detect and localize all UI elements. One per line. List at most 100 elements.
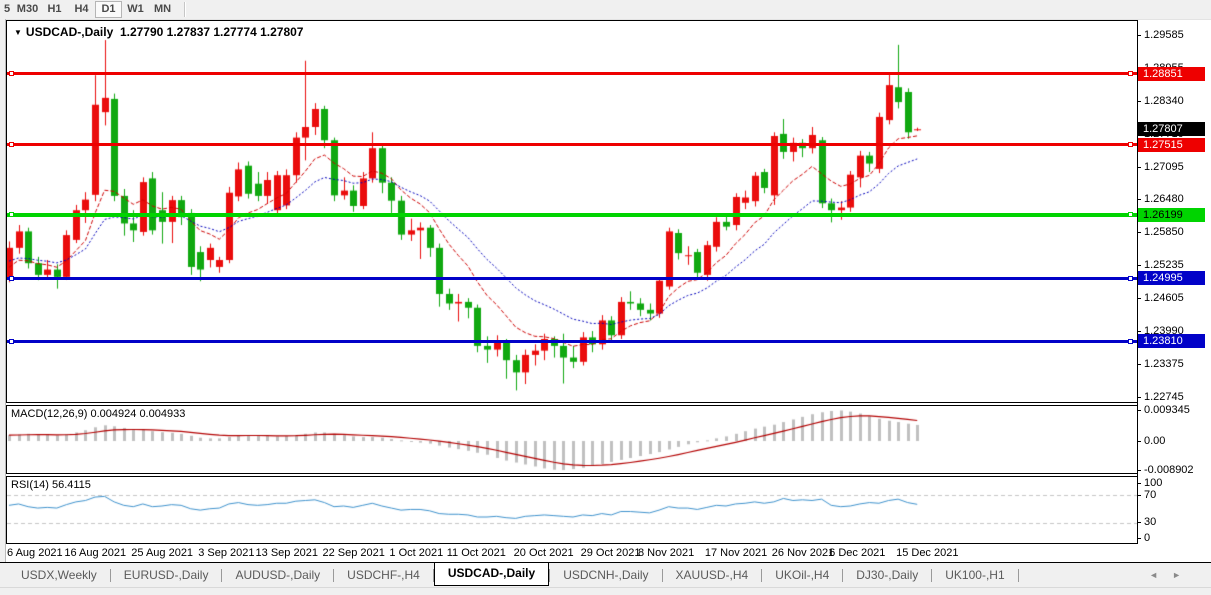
chart-tab-eurusd-daily[interactable]: EURUSD-,Daily <box>123 567 209 582</box>
tab-separator <box>931 568 933 582</box>
rsi-value: 56.4115 <box>51 479 91 491</box>
rsi-tick-label: 30 <box>1137 516 1156 528</box>
tab-separator <box>761 568 763 582</box>
line-handle[interactable] <box>1128 338 1133 344</box>
line-handle[interactable] <box>1128 71 1133 77</box>
candlestick-chart-canvas[interactable] <box>7 21 1137 402</box>
tab-separator <box>432 568 434 582</box>
chart-symbol-label: USDCAD-,Daily <box>25 25 114 39</box>
date-label: 6 Aug 2021 <box>7 547 63 559</box>
chart-tab-ukoil-h4[interactable]: UKOil-,H4 <box>775 567 830 582</box>
rsi-tick-label: 0 <box>1137 532 1150 544</box>
macd-signal-value: 0.004933 <box>139 408 186 420</box>
macd-tick-label: -0.008902 <box>1137 464 1194 476</box>
tab-separator <box>221 568 223 582</box>
date-label: 15 Dec 2021 <box>896 547 959 559</box>
price-tick-label: 1.23990 <box>1137 325 1184 337</box>
tab-separator <box>109 568 111 582</box>
price-level-badge: 1.23810 <box>1138 334 1205 349</box>
toolbar-separator <box>184 2 186 17</box>
timeframe-button-5[interactable]: 5 <box>3 3 11 15</box>
date-label: 26 Nov 2021 <box>771 547 835 559</box>
price-tick-label: 1.24605 <box>1137 292 1184 304</box>
line-handle[interactable] <box>9 71 14 77</box>
price-level-badge: 1.27515 <box>1138 137 1205 152</box>
date-label: 11 Oct 2021 <box>446 547 506 559</box>
macd-value: 0.004924 <box>90 408 137 420</box>
tab-scroll-arrows[interactable]: ◄► <box>1149 570 1195 580</box>
rsi-tick-label: 100 <box>1137 477 1162 489</box>
line-handle[interactable] <box>1128 275 1133 281</box>
line-handle[interactable] <box>9 142 14 148</box>
date-label: 13 Sep 2021 <box>255 547 318 559</box>
chart-tab-usdcad-daily[interactable]: USDCAD-,Daily <box>433 563 550 586</box>
macd-tick-label: 0.009345 <box>1137 404 1190 416</box>
level-line-1.24995[interactable] <box>7 275 1137 281</box>
tab-scroll-left-icon[interactable]: ◄ <box>1149 570 1173 580</box>
price-axis[interactable]: 1.295851.289551.283401.277101.270951.264… <box>1137 20 1211 544</box>
date-label: 1 Oct 2021 <box>389 547 444 559</box>
macd-label: MACD(12,26,9) 0.004924 0.004933 <box>11 408 186 420</box>
timeframe-button-d1[interactable]: D1 <box>95 1 122 18</box>
line-handle[interactable] <box>1128 142 1133 148</box>
level-line-1.28851[interactable] <box>7 71 1137 77</box>
date-label: 3 Sep 2021 <box>198 547 255 559</box>
tabbar-top-border <box>0 562 1211 563</box>
chart-tab-usdcnh-daily[interactable]: USDCNH-,Daily <box>563 567 649 582</box>
line-handle[interactable] <box>9 275 14 281</box>
rsi-chart-canvas[interactable] <box>7 477 1137 543</box>
price-level-badge: 1.28851 <box>1138 66 1205 81</box>
date-label: 8 Nov 2021 <box>637 547 695 559</box>
macd-chart-canvas[interactable] <box>7 406 1137 473</box>
timeframe-button-mn[interactable]: MN <box>153 3 172 15</box>
symbol-tabbar: USDX,Weekly EURUSD-,Daily AUDUSD-,Daily USD… <box>0 563 1211 588</box>
date-label: 25 Aug 2021 <box>131 547 194 559</box>
date-label: 16 Aug 2021 <box>64 547 127 559</box>
price-tick-label: 1.25235 <box>1137 259 1184 271</box>
date-label: 17 Nov 2021 <box>704 547 768 559</box>
chart-dropdown-icon[interactable]: ▼ <box>14 28 22 37</box>
chart-tab-usdchf-h4[interactable]: USDCHF-,H4 <box>347 567 420 582</box>
rsi-label: RSI(14) 56.4115 <box>11 479 91 491</box>
price-tick-label: 1.29585 <box>1137 29 1184 41</box>
date-label: 22 Sep 2021 <box>322 547 385 559</box>
price-tick-label: 1.27095 <box>1137 161 1184 173</box>
macd-tick-label: 0.00 <box>1137 435 1165 447</box>
tab-separator <box>333 568 335 582</box>
price-level-badge: 1.26199 <box>1138 207 1205 222</box>
timeframe-button-m30[interactable]: M30 <box>16 3 39 15</box>
timeframe-button-h1[interactable]: H1 <box>47 3 62 15</box>
current-price-badge: 1.27807 <box>1138 122 1205 137</box>
level-line-1.26199[interactable] <box>7 212 1137 217</box>
timeframe-button-w1[interactable]: W1 <box>127 3 144 15</box>
line-handle[interactable] <box>9 338 14 344</box>
date-label: 29 Oct 2021 <box>580 547 641 559</box>
tab-separator <box>842 568 844 582</box>
timeframe-toolbar: 5 M30 H1 H4 D1 W1 MN <box>0 0 1211 20</box>
line-handle[interactable] <box>9 212 14 217</box>
tab-separator <box>1017 568 1019 582</box>
line-handle[interactable] <box>1128 212 1133 217</box>
price-tick-label: 1.22745 <box>1137 391 1184 403</box>
price-tick-label: 1.23375 <box>1137 358 1184 370</box>
chart-tab-xauusd-h4[interactable]: XAUUSD-,H4 <box>675 567 749 582</box>
chart-tab-audusd-daily[interactable]: AUDUSD-,Daily <box>235 567 321 582</box>
tab-separator <box>661 568 663 582</box>
axis-separator-line <box>1137 20 1138 544</box>
date-label: 6 Dec 2021 <box>829 547 886 559</box>
price-tick-label: 1.28340 <box>1137 95 1184 107</box>
chart-tab-uk100-h1[interactable]: UK100-,H1 <box>945 567 1005 582</box>
level-line-1.23810[interactable] <box>7 338 1137 344</box>
chart-tab-dj30-daily[interactable]: DJ30-,Daily <box>856 567 919 582</box>
chart-ohlc-values: 1.27790 1.27837 1.27774 1.27807 <box>119 25 304 39</box>
timeframe-button-h4[interactable]: H4 <box>74 3 89 15</box>
window-bottom-border <box>0 588 1211 595</box>
time-axis[interactable]: 6 Aug 2021 16 Aug 2021 25 Aug 2021 3 Sep 20… <box>6 544 1211 562</box>
date-label: 20 Oct 2021 <box>513 547 574 559</box>
tab-scroll-right-icon[interactable]: ► <box>1172 570 1195 580</box>
level-line-1.27515[interactable] <box>7 142 1137 148</box>
price-tick-label: 1.26480 <box>1137 193 1184 205</box>
tab-separator <box>549 568 551 582</box>
chart-tab-usdx-weekly[interactable]: USDX,Weekly <box>21 567 97 582</box>
